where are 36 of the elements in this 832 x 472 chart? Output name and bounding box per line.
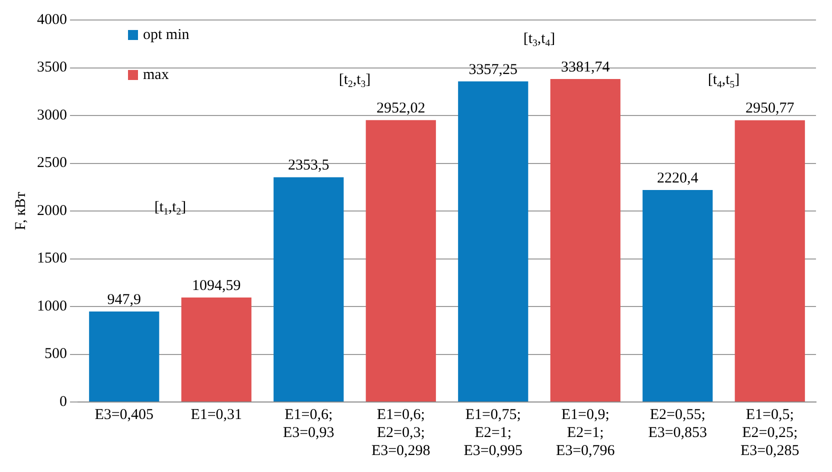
legend-label: opt min <box>143 26 190 43</box>
data-label: 2353,5 <box>288 158 330 174</box>
bar <box>550 79 620 402</box>
bar <box>89 311 160 402</box>
data-label: 3357,25 <box>468 62 518 78</box>
bar <box>366 120 436 402</box>
x-tick-label: E1=0,31 <box>190 406 242 423</box>
x-tick-label: E1=0,9; E2=1; E3=0,796 <box>556 406 616 459</box>
x-tick-label: E2=0,55; E3=0,853 <box>648 406 708 441</box>
x-tick-label: E1=0,6; E2=0,3; E3=0,298 <box>371 406 430 459</box>
bar <box>458 81 528 402</box>
legend-label: max <box>143 66 170 83</box>
data-label: 1094,59 <box>192 278 241 294</box>
y-tick-label: 500 <box>44 346 67 362</box>
bar <box>734 120 805 402</box>
bar <box>642 190 713 402</box>
y-tick-label: 3500 <box>37 60 67 76</box>
x-tick-label: E1=0,6; E3=0,93 <box>282 406 334 441</box>
data-label: 3381,74 <box>561 59 610 76</box>
y-tick-label: 1000 <box>37 298 67 314</box>
x-tick-label: E1=0,5; E2=0,25; E3=0,285 <box>740 406 800 459</box>
y-tick-label: 1500 <box>37 250 67 267</box>
data-label: 2952,02 <box>376 100 426 117</box>
bar <box>181 297 252 402</box>
y-tick-label: 3000 <box>37 107 67 124</box>
x-tick-label: E3=0,405 <box>94 406 154 423</box>
data-label: 2220,4 <box>657 170 699 186</box>
data-label: 947,9 <box>107 292 141 308</box>
bar <box>274 177 344 402</box>
x-tick-label: E1=0,75; E2=1; E3=0,995 <box>464 406 523 459</box>
y-axis-title: F, кВт <box>12 191 29 230</box>
y-tick-label: 4000 <box>37 12 67 28</box>
y-tick-label: 2000 <box>37 202 67 219</box>
y-tick-label: 2500 <box>37 155 67 172</box>
y-tick-label: 0 <box>60 394 67 410</box>
data-label: 2950,77 <box>746 100 795 117</box>
